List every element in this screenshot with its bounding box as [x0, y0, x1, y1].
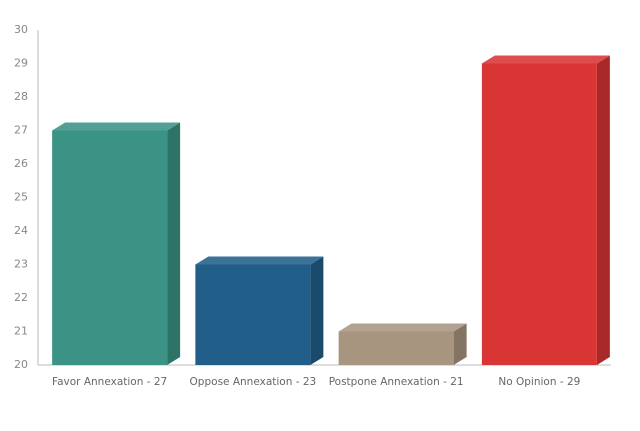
bar [52, 122, 181, 365]
y-tick-label: 29 [14, 57, 28, 70]
y-tick-label: 26 [14, 157, 28, 170]
bar-side [596, 55, 610, 365]
y-tick-label: 28 [14, 90, 28, 103]
y-tick-label: 27 [14, 124, 28, 137]
bar-side [453, 323, 467, 365]
bar-top [338, 323, 467, 332]
x-tick-label: Favor Annexation - 27 [52, 376, 167, 388]
y-tick-label: 30 [14, 23, 28, 36]
y-tick-label: 23 [14, 258, 28, 271]
y-tick-label: 24 [14, 224, 28, 237]
bar-top [195, 256, 324, 265]
x-tick-label: No Opinion - 29 [498, 376, 580, 388]
bar [481, 55, 610, 365]
y-tick-label: 20 [14, 358, 28, 371]
bar [195, 256, 324, 365]
y-tick-label: 25 [14, 191, 28, 204]
bar-side [310, 256, 324, 365]
bar-top [481, 55, 610, 64]
x-tick-label: Oppose Annexation - 23 [190, 376, 317, 388]
bar-front [338, 331, 454, 365]
bar-side [167, 122, 181, 365]
y-tick-label: 22 [14, 291, 28, 304]
x-tick-label: Postpone Annexation - 21 [329, 376, 464, 388]
y-tick-label: 21 [14, 325, 28, 338]
bar-front [481, 63, 597, 365]
bar [338, 323, 467, 365]
bar-top [52, 122, 181, 131]
bar-front [52, 130, 168, 365]
bar-front [195, 264, 311, 365]
